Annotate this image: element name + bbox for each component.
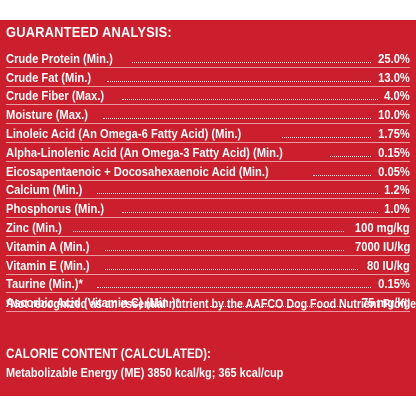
aafco-footnote: *Not recognized as an essential nutrient… xyxy=(6,296,416,311)
analysis-row: Zinc (Min.) 100 mg/kg xyxy=(6,218,410,237)
nutrient-label: Moisture (Max.) xyxy=(6,107,88,123)
nutrient-label: Linoleic Acid (An Omega-6 Fatty Acid) (M… xyxy=(6,125,242,141)
dot-leader xyxy=(106,80,372,82)
nutrient-label: Alpha-Linolenic Acid (An Omega-3 Fatty A… xyxy=(6,144,283,160)
nutrient-label: Zinc (Min.) xyxy=(6,219,62,235)
dot-leader xyxy=(329,155,372,157)
nutrient-value: 0.15% xyxy=(378,144,410,160)
nutrient-value: 1.0% xyxy=(384,201,410,217)
nutrient-value: 4.0% xyxy=(384,88,410,104)
analysis-row: Ascorbic Acid (Vitamin C) (Min.)* 75 mg/… xyxy=(6,293,410,313)
analysis-row: Phosphorus (Min.) 1.0% xyxy=(6,199,410,219)
calorie-content-value: Metabolizable Energy (ME) 3850 kcal/kg; … xyxy=(6,365,284,380)
analysis-row: Alpha-Linolenic Acid (An Omega-3 Fatty A… xyxy=(6,143,410,162)
guaranteed-analysis-panel: GUARANTEED ANALYSIS: Crude Protein (Min.… xyxy=(0,20,416,396)
nutrient-label: Crude Fiber (Max.) xyxy=(6,88,105,104)
analysis-row: Vitamin A (Min.) 7000 IU/kg xyxy=(6,237,410,256)
analysis-heading: GUARANTEED ANALYSIS: xyxy=(6,24,172,41)
analysis-row: Crude Fat (Min.) 13.0% xyxy=(6,68,410,87)
nutrient-label: Crude Protein (Min.) xyxy=(6,50,113,66)
dot-leader xyxy=(103,118,372,120)
nutrient-value: 7000 IU/kg xyxy=(354,238,410,254)
dot-leader xyxy=(96,193,379,195)
nutrient-value: 0.05% xyxy=(378,163,410,179)
dot-leader xyxy=(73,230,345,232)
analysis-row: Eicosapentaenoic + Docosahexaenoic Acid … xyxy=(6,162,410,181)
nutrient-value: 1.75% xyxy=(378,125,410,141)
nutrient-label: Ascorbic Acid (Vitamin C) (Min.)* xyxy=(6,295,180,311)
calorie-content-heading: CALORIE CONTENT (CALCULATED): xyxy=(6,346,211,361)
nutrient-value: 80 IU/kg xyxy=(367,257,410,273)
nutrient-label: Eicosapentaenoic + Docosahexaenoic Acid … xyxy=(6,163,269,179)
nutrient-label: Phosphorus (Min.) xyxy=(6,201,105,217)
dot-leader xyxy=(210,306,352,308)
dot-leader xyxy=(313,174,372,176)
nutrient-label: Taurine (Min.)* xyxy=(6,276,83,292)
nutrient-value: 25.0% xyxy=(378,50,410,66)
nutrient-value: 10.0% xyxy=(378,107,410,123)
analysis-row: Linoleic Acid (An Omega-6 Fatty Acid) (M… xyxy=(6,124,410,143)
dot-leader xyxy=(105,249,344,251)
nutrient-label: Vitamin E (Min.) xyxy=(6,257,90,273)
nutrient-value: 13.0% xyxy=(378,69,410,85)
nutrient-label: Crude Fat (Min.) xyxy=(6,69,92,85)
analysis-row: Moisture (Max.) 10.0% xyxy=(6,105,410,125)
analysis-table: Crude Protein (Min.) 25.0% Crude Fat (Mi… xyxy=(6,49,410,313)
dot-leader xyxy=(132,61,372,63)
dot-leader xyxy=(97,287,372,289)
analysis-row: Taurine (Min.)* 0.15% xyxy=(6,275,410,294)
dot-leader xyxy=(105,268,359,270)
analysis-row: Calcium (Min.) 1.2% xyxy=(6,181,410,200)
analysis-row: Crude Fiber (Max.) 4.0% xyxy=(6,87,410,106)
nutrient-value: 0.15% xyxy=(378,276,410,292)
nutrient-value: 1.2% xyxy=(384,182,410,198)
dot-leader xyxy=(281,136,372,138)
nutrient-value: 75 mg/kg xyxy=(361,295,410,311)
nutrient-value: 100 mg/kg xyxy=(355,219,410,235)
analysis-row: Vitamin E (Min.) 80 IU/kg xyxy=(6,256,410,275)
dot-leader xyxy=(122,99,379,101)
nutrient-label: Vitamin A (Min.) xyxy=(6,238,90,254)
dot-leader xyxy=(122,212,379,214)
nutrient-label: Calcium (Min.) xyxy=(6,182,83,198)
analysis-row: Crude Protein (Min.) 25.0% xyxy=(6,49,410,68)
